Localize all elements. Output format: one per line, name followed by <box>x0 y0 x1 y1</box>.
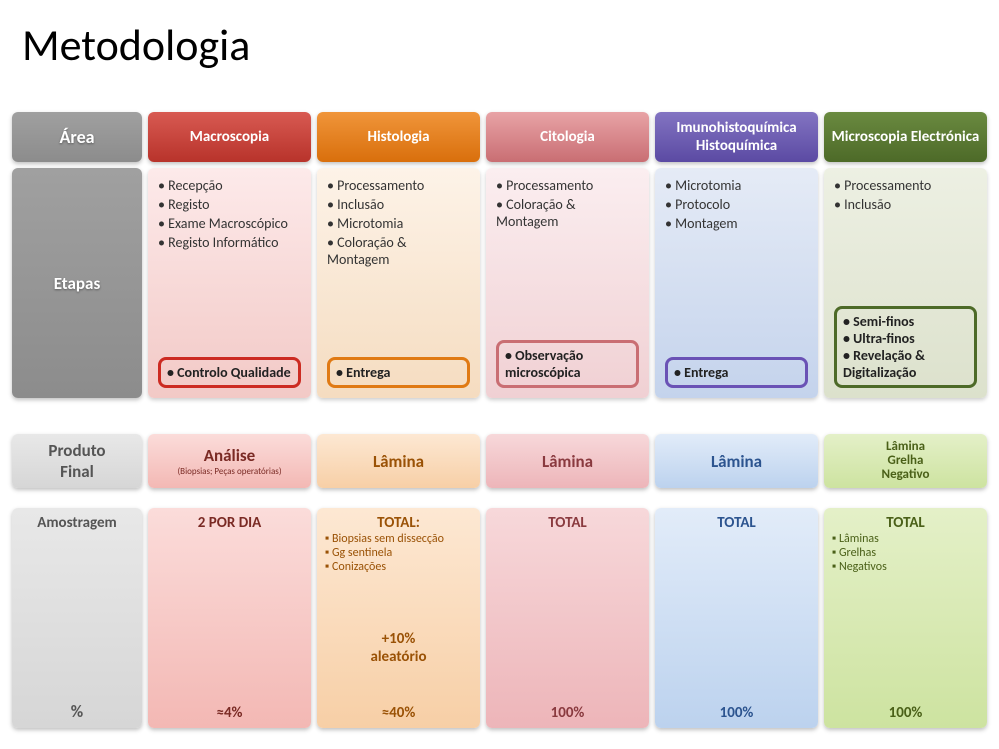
column-header: Imunohistoquímica Histoquímica <box>655 112 818 162</box>
etapas-cell: MicrotomiaProtocoloMontagem Entrega <box>655 168 818 398</box>
etapa-highlight: Observação microscópica <box>496 340 639 388</box>
column-header: Citologia <box>486 112 649 162</box>
column-header: Macroscopia <box>148 112 311 162</box>
column-header: Microscopia Electrónica <box>824 112 987 162</box>
amostragem-cell: TOTAL100% <box>486 508 649 728</box>
row-label-produto-final: ProdutoFinal <box>12 434 142 488</box>
etapa-item: Microtomia <box>327 214 470 233</box>
etapa-item: Coloração & Montagem <box>327 233 470 269</box>
etapa-item: Microtomia <box>665 176 808 195</box>
produto-final-cell: Lâmina <box>486 434 649 488</box>
amostragem-cell: 2 POR DIA≈4% <box>148 508 311 728</box>
etapa-highlight: Controlo Qualidade <box>158 357 301 388</box>
amostragem-cell: TOTAL:Biopsias sem dissecçãoGg sentinela… <box>317 508 480 728</box>
column-header: Histologia <box>317 112 480 162</box>
row-label-etapas: Etapas <box>12 168 142 398</box>
etapa-item: Recepção <box>158 176 301 195</box>
etapa-item: Coloração & Montagem <box>496 195 639 231</box>
etapa-item: Inclusão <box>327 195 470 214</box>
amostragem-cell: TOTALLâminasGrelhasNegativos100% <box>824 508 987 728</box>
row-label-area: Área <box>12 112 142 162</box>
etapa-item: Protocolo <box>665 195 808 214</box>
methodology-grid: ÁreaMacroscopiaHistologiaCitologiaImunoh… <box>12 112 987 728</box>
etapa-item: Processamento <box>496 176 639 195</box>
etapa-item: Registo <box>158 195 301 214</box>
etapa-item: Processamento <box>327 176 470 195</box>
etapas-cell: RecepçãoRegistoExame MacroscópicoRegisto… <box>148 168 311 398</box>
page-title: Metodologia <box>0 0 999 72</box>
etapa-item: Registo Informático <box>158 233 301 252</box>
etapa-highlight: Entrega <box>665 357 808 388</box>
etapa-highlight: Semi-finosUltra-finosRevelação & Digital… <box>834 306 977 388</box>
etapa-highlight: Entrega <box>327 357 470 388</box>
produto-final-cell: LâminaGrelhaNegativo <box>824 434 987 488</box>
amostragem-cell: TOTAL100% <box>655 508 818 728</box>
etapas-cell: ProcessamentoInclusãoMicrotomiaColoração… <box>317 168 480 398</box>
etapas-cell: ProcessamentoColoração & Montagem Observa… <box>486 168 649 398</box>
produto-final-cell: Lâmina <box>655 434 818 488</box>
produto-final-cell: Análise(Biopsias; Peças operatórias) <box>148 434 311 488</box>
etapa-item: Exame Macroscópico <box>158 214 301 233</box>
etapa-item: Inclusão <box>834 195 977 214</box>
produto-final-cell: Lâmina <box>317 434 480 488</box>
etapas-cell: ProcessamentoInclusão Semi-finosUltra-fin… <box>824 168 987 398</box>
etapa-item: Processamento <box>834 176 977 195</box>
row-label-amostragem: Amostragem% <box>12 508 142 728</box>
etapa-item: Montagem <box>665 214 808 233</box>
